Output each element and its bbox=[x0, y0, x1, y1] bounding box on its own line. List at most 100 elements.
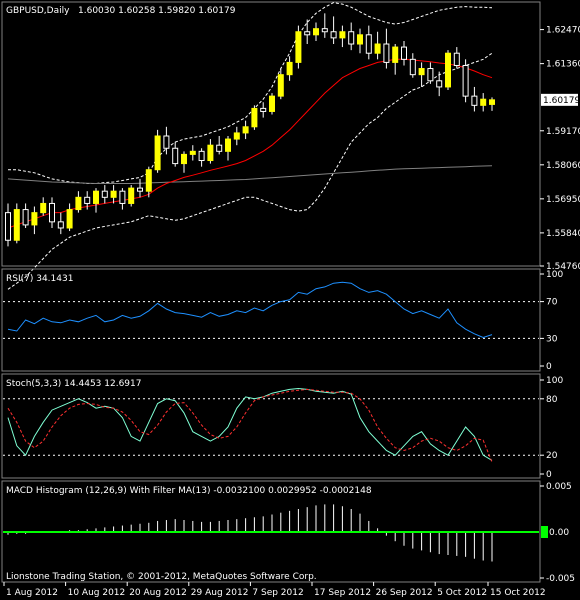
candle-body bbox=[392, 46, 399, 63]
candle-body bbox=[251, 107, 258, 128]
candle bbox=[427, 62, 434, 84]
candle-body bbox=[137, 187, 143, 192]
candle bbox=[401, 40, 407, 66]
candle-body bbox=[313, 28, 319, 36]
candle bbox=[295, 25, 302, 69]
price-tick-label: 1.54760 bbox=[546, 262, 580, 272]
macd-axis: 0.005 0.00 -0.005 bbox=[540, 482, 575, 584]
candle-body bbox=[453, 52, 460, 66]
candle bbox=[374, 31, 381, 60]
macd-histogram bbox=[3, 504, 539, 562]
candle bbox=[128, 185, 135, 207]
candle bbox=[49, 197, 55, 228]
time-tick-label: 10 Aug 2012 bbox=[68, 588, 126, 598]
candle-body bbox=[172, 147, 179, 165]
candle-body bbox=[119, 190, 126, 204]
candle bbox=[383, 28, 390, 69]
candle bbox=[489, 97, 495, 111]
candle-body bbox=[365, 34, 372, 54]
band-lower-line bbox=[7, 52, 493, 290]
candle-body bbox=[93, 190, 99, 204]
candle-body bbox=[383, 43, 390, 63]
candle-body bbox=[242, 126, 249, 134]
rsi-tick-label: 100 bbox=[546, 270, 563, 280]
time-tick-label: 20 Aug 2012 bbox=[129, 588, 187, 598]
candle-body bbox=[75, 196, 82, 211]
price-axis: 1.62470 1.61360 1.60179 1.59170 1.58060 1.569… bbox=[540, 26, 580, 272]
time-tick-label: 29 Aug 2012 bbox=[191, 588, 249, 598]
price-tick-label: 1.58060 bbox=[546, 161, 580, 171]
candle bbox=[84, 191, 91, 210]
candle-body bbox=[304, 31, 311, 36]
ohlc-readout: 1.60030 1.60258 1.59820 1.60179 bbox=[78, 6, 236, 16]
candle bbox=[251, 105, 258, 130]
candle bbox=[277, 68, 284, 100]
candle-body bbox=[471, 95, 478, 106]
candle bbox=[409, 53, 416, 78]
candle-body bbox=[163, 135, 170, 149]
candle bbox=[119, 188, 126, 210]
symbol-label: GBPUSD,Daily bbox=[6, 6, 70, 16]
candle bbox=[181, 151, 187, 173]
price-tick-label: 1.59170 bbox=[546, 127, 580, 137]
candle bbox=[480, 93, 487, 112]
rsi-line-1 bbox=[7, 281, 493, 339]
stoch-line-2 bbox=[7, 388, 493, 463]
rsi-axis: 100 70 30 0 bbox=[3, 270, 563, 372]
candle-body bbox=[489, 99, 495, 105]
macd-panel[interactable]: MACD Histogram (12,26,9) With Filter MA(… bbox=[1, 480, 575, 584]
price-tick-label: 1.55840 bbox=[546, 229, 580, 239]
copyright-text: Lionstone Trading Station, © 2001-2012, … bbox=[6, 572, 317, 582]
candle bbox=[66, 203, 73, 232]
candle-body bbox=[216, 144, 223, 152]
candle-body bbox=[427, 68, 434, 82]
rsi-tick-label: 70 bbox=[546, 298, 558, 308]
candle bbox=[172, 142, 179, 167]
candle-body bbox=[49, 202, 55, 223]
candle-body bbox=[436, 80, 443, 88]
price-panel[interactable]: GBPUSD,Daily 1.60030 1.60258 1.59820 1.6… bbox=[1, 1, 580, 290]
macd-tick-label: -0.005 bbox=[546, 574, 575, 584]
macd-label: MACD Histogram (12,26,9) With Filter MA(… bbox=[6, 486, 372, 496]
candle-body bbox=[189, 150, 196, 155]
candle bbox=[304, 19, 311, 45]
candle bbox=[365, 25, 372, 60]
macd-zero-tag bbox=[541, 526, 548, 538]
price-tick-label: 1.62470 bbox=[546, 26, 580, 36]
candle bbox=[207, 139, 214, 164]
candle bbox=[163, 126, 170, 155]
macd-tick-label: 0.005 bbox=[546, 482, 572, 492]
stoch-tick-label: 20 bbox=[546, 451, 558, 461]
candle bbox=[198, 148, 205, 167]
candle-body bbox=[357, 34, 363, 45]
candle-body bbox=[321, 28, 328, 33]
candle-body bbox=[269, 95, 275, 112]
rsi-panel[interactable]: RSI(7) 34.1431 100 70 30 0 bbox=[1, 268, 563, 372]
candle bbox=[233, 126, 240, 146]
rsi-label: RSI(7) 34.1431 bbox=[6, 274, 73, 284]
candle bbox=[13, 203, 20, 244]
candle-body bbox=[110, 190, 117, 198]
candle bbox=[348, 22, 355, 51]
candle-body bbox=[277, 74, 284, 97]
candle bbox=[418, 62, 425, 87]
candle bbox=[462, 59, 469, 103]
candle bbox=[392, 44, 399, 75]
candle bbox=[110, 185, 117, 204]
stoch-panel[interactable]: Stoch(5,3,3) 14.4453 12.6917 100 80 20 0 bbox=[1, 373, 563, 480]
stoch-axis: 100 80 20 0 bbox=[3, 376, 563, 480]
candle-body bbox=[295, 31, 302, 63]
candle-body bbox=[145, 169, 152, 192]
candle-body bbox=[128, 187, 135, 204]
candle bbox=[453, 47, 460, 69]
candle-body bbox=[233, 132, 240, 140]
candle-body bbox=[57, 221, 64, 229]
candle bbox=[269, 93, 275, 115]
candle-body bbox=[84, 196, 91, 204]
ma-gray-line bbox=[7, 165, 493, 184]
stoch-tick-label: 0 bbox=[546, 470, 552, 480]
rsi-series bbox=[7, 281, 493, 339]
candle-body bbox=[181, 153, 187, 165]
time-tick-label: 7 Sep 2012 bbox=[252, 588, 303, 598]
